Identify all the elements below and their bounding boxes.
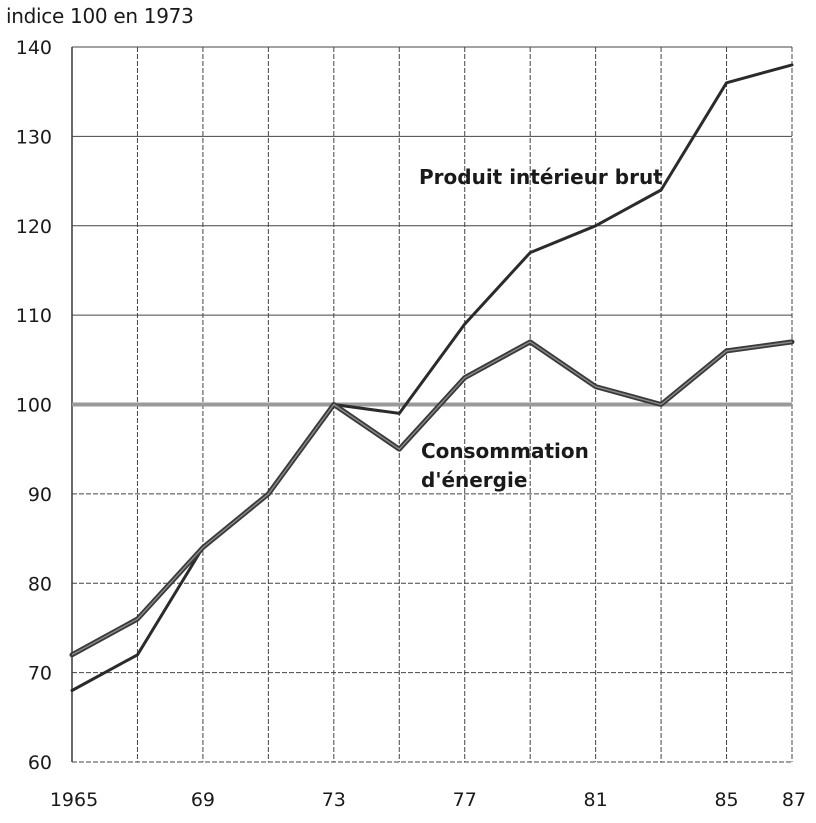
x-tick-labels: 1965 69 73 77 81 85 87 <box>50 789 806 811</box>
series-label-energy: d'énergie <box>421 468 527 492</box>
x-tick-label: 77 <box>453 789 477 811</box>
x-tick-label: 87 <box>782 789 806 811</box>
y-tick-label: 140 <box>16 37 52 59</box>
x-tick-label: 73 <box>322 789 346 811</box>
series-line-gdp <box>70 63 794 692</box>
y-tick-label: 110 <box>16 305 52 327</box>
y-axis-unit-label: indice 100 en 1973 <box>6 4 194 28</box>
y-tick-label: 90 <box>28 484 52 506</box>
x-tick-label: 1965 <box>50 789 98 811</box>
series-label-gdp: Produit intérieur brut <box>419 165 663 189</box>
series-layer <box>69 63 795 692</box>
series-line-energy-inner <box>71 341 793 656</box>
y-tick-label: 100 <box>16 395 52 417</box>
x-tick-label: 81 <box>584 789 608 811</box>
x-tick-label: 85 <box>714 789 738 811</box>
x-tick-label: 69 <box>191 789 215 811</box>
y-tick-labels: 60 70 80 90 100 110 120 130 140 <box>16 37 52 774</box>
y-tick-label: 120 <box>16 216 52 238</box>
series-line-energy <box>69 339 795 658</box>
y-tick-label: 60 <box>28 752 52 774</box>
y-tick-label: 130 <box>16 126 52 148</box>
y-tick-label: 70 <box>28 663 52 685</box>
y-tick-label: 80 <box>28 573 52 595</box>
series-label-energy: Consommation <box>421 439 589 463</box>
series-labels: Produit intérieur brut Consommation d'éner… <box>419 165 663 492</box>
